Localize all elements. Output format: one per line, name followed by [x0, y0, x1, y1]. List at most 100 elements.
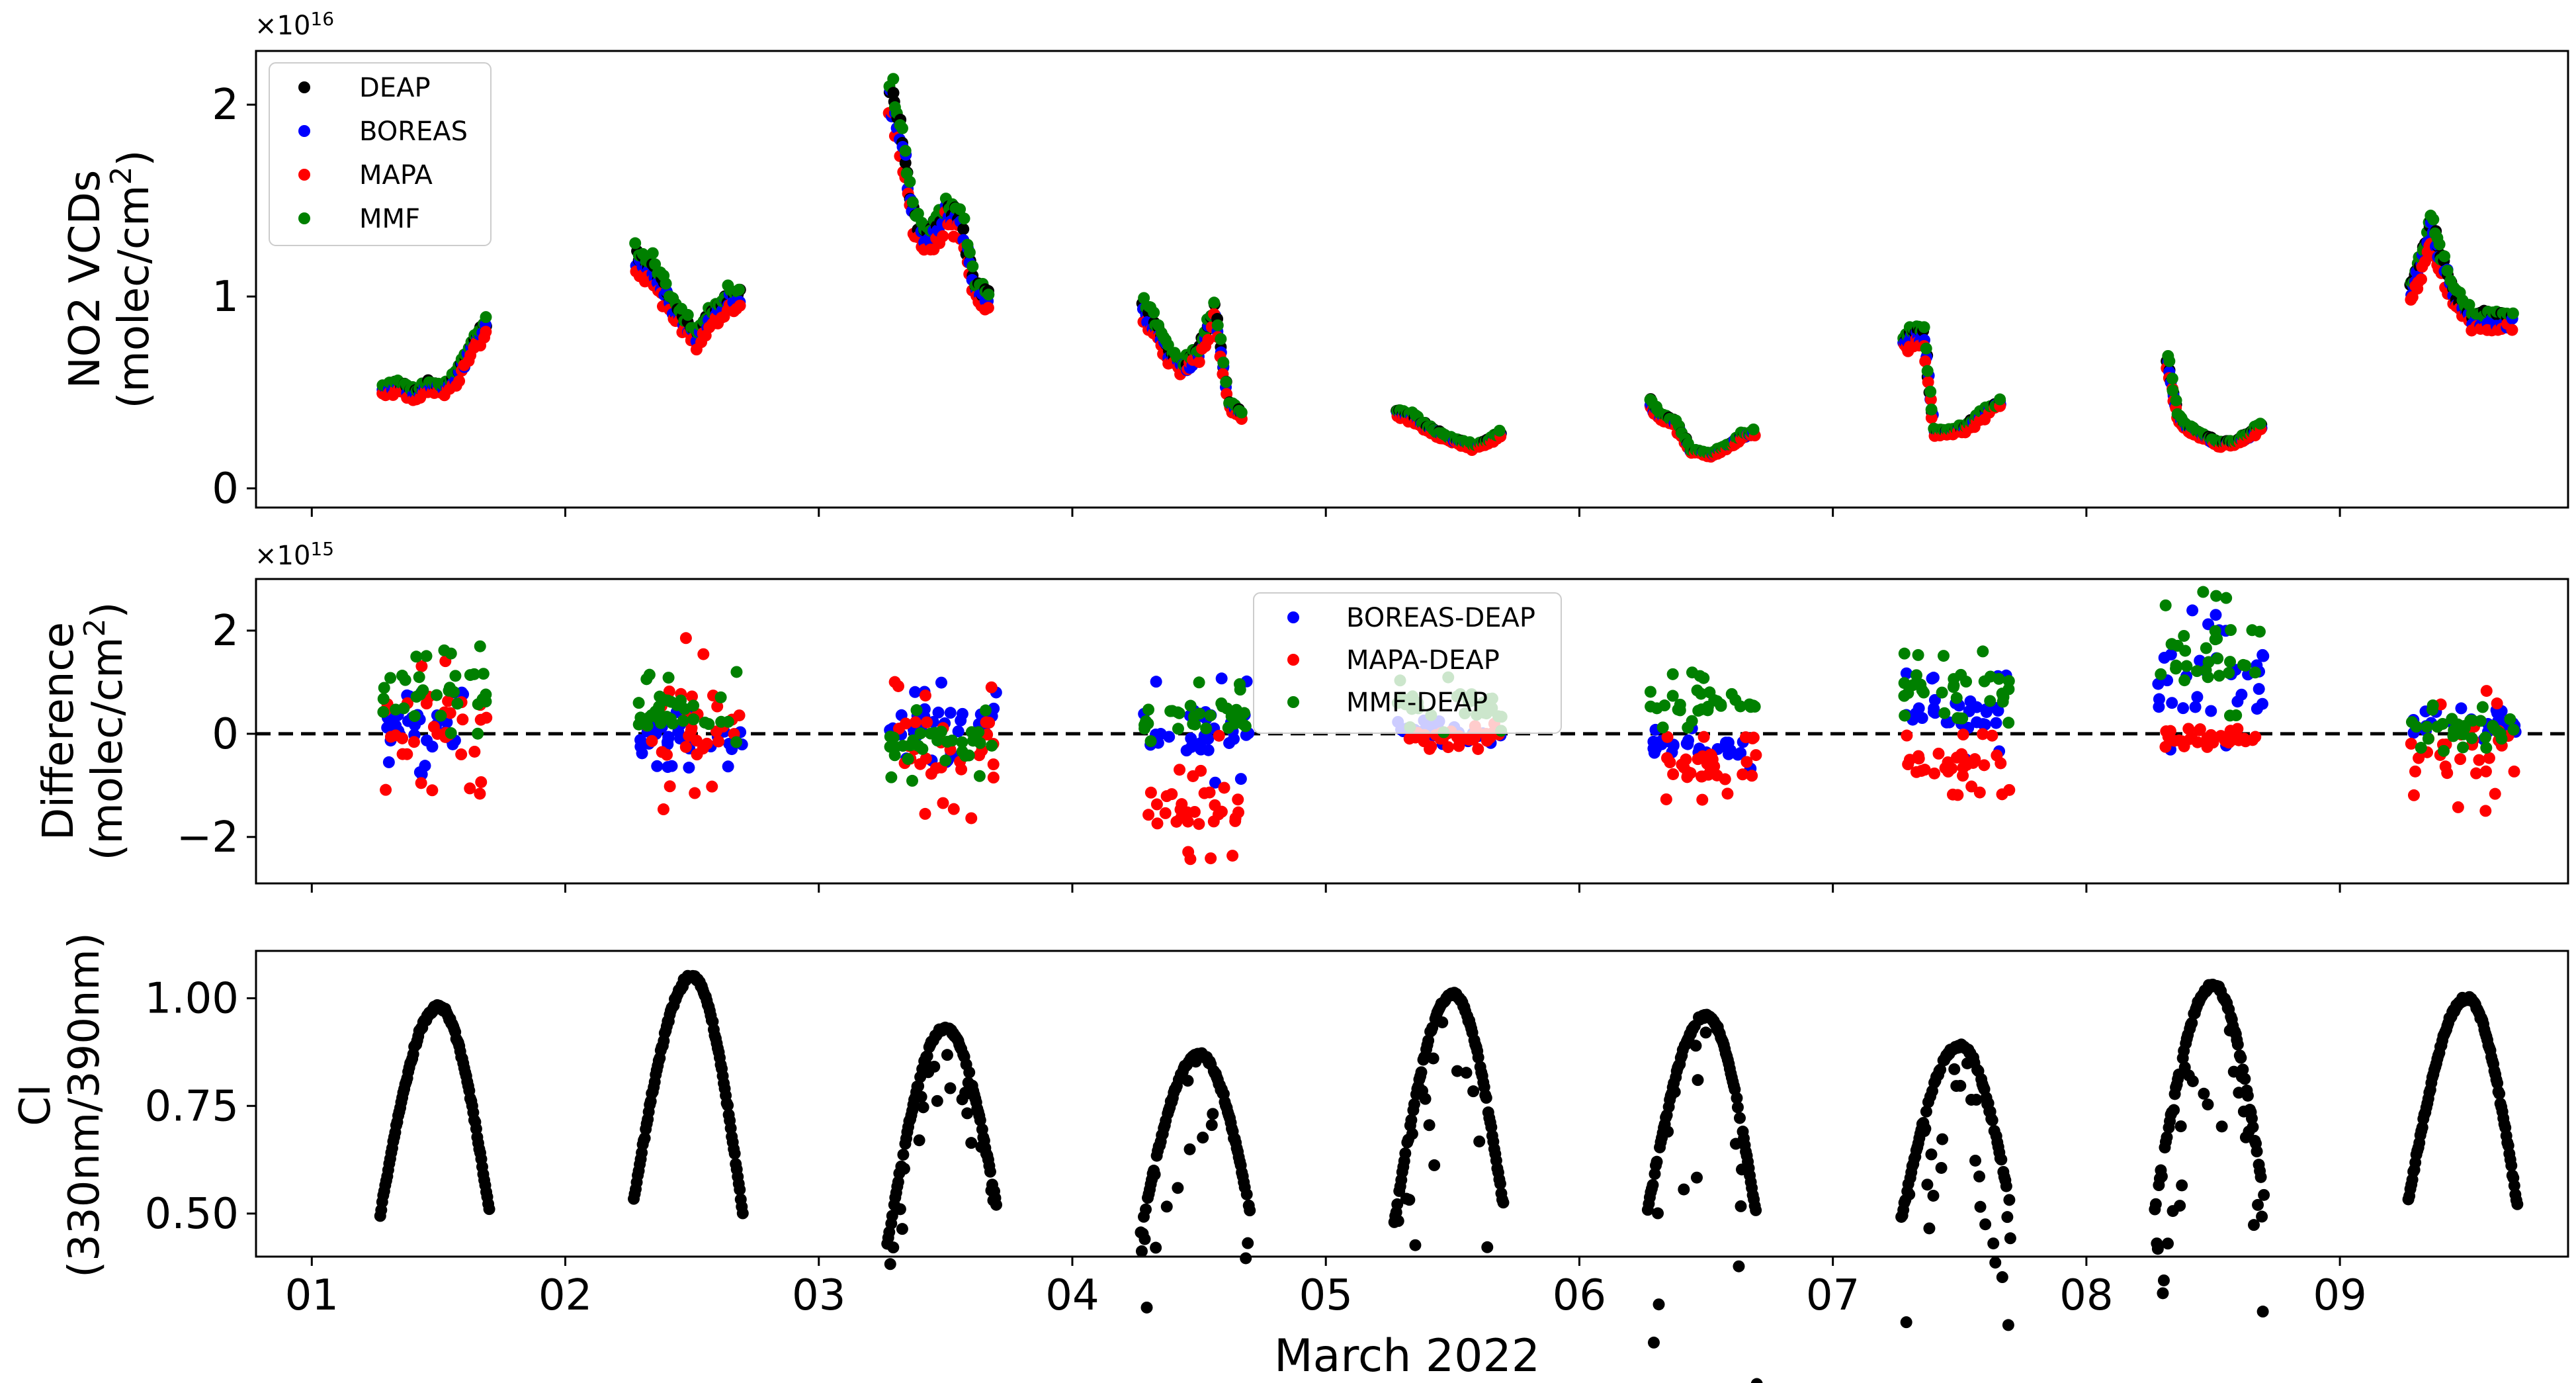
panel-ci-frame: [255, 950, 2569, 1258]
point-ci: [886, 1210, 898, 1222]
point-mmf-deap: [377, 705, 390, 718]
point-mmf-deap: [472, 727, 484, 740]
point-ci: [1647, 1179, 1659, 1191]
legend-marker-boreas: [298, 125, 310, 137]
point-ci: [1399, 1147, 1412, 1159]
point-boreas-deap: [382, 756, 395, 768]
point-mapa-deap: [983, 717, 996, 729]
point-ci: [2155, 1170, 2168, 1182]
point-mmf: [2170, 394, 2182, 407]
point-ci: [913, 1134, 925, 1147]
point-ci: [638, 1132, 651, 1145]
point-mapa-deap: [920, 752, 932, 765]
point-ci: [1925, 1148, 1938, 1161]
point-ci: [2248, 1219, 2260, 1231]
x-tick-label: 07: [1806, 1271, 1860, 1320]
point-mmf-deap: [1960, 676, 1973, 688]
point-mapa-deap: [1986, 729, 1998, 742]
point-mmf-deap: [887, 731, 900, 744]
point-mapa-deap: [965, 812, 978, 825]
point-ci: [1921, 1179, 1934, 1191]
point-boreas-deap: [1647, 742, 1660, 755]
point-boreas-deap: [1926, 672, 1938, 685]
x-tick-label: 05: [1299, 1271, 1352, 1320]
point-mapa-deap: [711, 700, 724, 713]
point-ci: [963, 1066, 976, 1079]
point-mapa: [1919, 355, 1932, 368]
point-boreas-deap: [2210, 609, 2222, 621]
point-mapa-deap: [1678, 761, 1690, 774]
panel-ci: 0.50 0.75 1.00 01 02 03 04 05 06 07 08 09 CI (330n…: [11, 932, 2569, 1383]
point-ci: [1405, 1114, 1418, 1126]
point-mmf-deap: [1172, 723, 1184, 735]
point-mapa-deap: [1977, 728, 1989, 740]
point-mapa-deap: [442, 695, 454, 707]
point-mmf-deap: [2492, 725, 2505, 738]
point-ci: [1392, 1215, 1404, 1227]
point-mmf-deap: [714, 691, 727, 703]
point-mmf-deap: [1674, 704, 1686, 717]
point-mapa-deap: [2159, 740, 2172, 753]
point-boreas-deap: [662, 731, 675, 743]
point-mapa-deap: [2508, 765, 2520, 778]
point-mmf-deap: [445, 727, 457, 739]
point-boreas-deap: [1964, 695, 1977, 707]
point-ci: [915, 1091, 927, 1103]
point-mapa-deap: [1721, 787, 1734, 800]
x-tick-label: 09: [2313, 1271, 2366, 1320]
point-mmf-deap: [1658, 699, 1671, 712]
point-mapa: [2415, 273, 2427, 286]
point-mmf: [1148, 306, 1160, 319]
point-mapa-deap: [480, 711, 493, 724]
point-mapa-deap: [947, 803, 960, 815]
point-ci: [1936, 1133, 1949, 1145]
point-mmf-deap: [1953, 712, 1966, 725]
point-boreas-deap: [2152, 678, 2165, 690]
point-ci: [1731, 1101, 1744, 1114]
point-mmf-deap: [472, 698, 484, 711]
point-mmf-deap: [1686, 715, 1698, 727]
point-deap: [957, 223, 970, 236]
point-mapa-deap: [401, 748, 413, 760]
point-mmf-deap: [1189, 718, 1201, 731]
point-mmf-deap: [2474, 715, 2487, 727]
point-mmf-deap: [885, 771, 898, 783]
legend-marker-mmf-deap: [1287, 696, 1299, 708]
x-tick-label: 08: [2059, 1271, 2113, 1320]
point-ci: [1406, 1128, 1418, 1140]
point-mmf-deap: [1228, 717, 1241, 730]
point-mapa-deap: [2413, 752, 2425, 764]
ci-ylabel: CI (330nm/390nm): [11, 932, 109, 1278]
point-mapa-deap: [1957, 729, 1969, 741]
legend-label-mapa: MAPA: [359, 160, 433, 191]
no2-ylabel-line2: (molec/cm2): [105, 150, 159, 409]
point-ci: [2252, 1198, 2264, 1211]
point-mapa-deap: [664, 780, 676, 793]
point-mmf-deap: [2224, 656, 2237, 668]
point-mapa-deap: [474, 787, 486, 800]
point-mapa-deap: [1991, 749, 2003, 762]
point-mapa-deap: [1170, 815, 1183, 828]
point-mmf-deap: [1694, 670, 1706, 682]
point-boreas-deap: [651, 760, 664, 772]
point-mapa-deap: [380, 783, 392, 796]
point-ci: [1197, 1132, 1209, 1144]
point-ci: [2198, 1087, 2210, 1100]
x-tick-label: 04: [1045, 1271, 1099, 1320]
point-boreas-deap: [1916, 712, 1928, 725]
point-ci: [2176, 1179, 2188, 1192]
point-mmf-deap: [384, 672, 397, 684]
point-mapa-deap: [1159, 807, 1172, 819]
point-ci: [1927, 1189, 1940, 1202]
point-ci: [1138, 1233, 1151, 1245]
point-ci: [2235, 1051, 2247, 1064]
point-boreas-deap: [1215, 672, 1228, 685]
point-mapa-deap: [1750, 749, 1762, 762]
point-mapa-deap: [1967, 756, 1979, 769]
legend-marker-mapa: [298, 169, 310, 181]
point-mapa-deap: [420, 697, 433, 710]
point-ci: [894, 1203, 906, 1216]
point-mmf-deap: [1937, 650, 1950, 662]
point-ci: [2256, 1306, 2269, 1318]
